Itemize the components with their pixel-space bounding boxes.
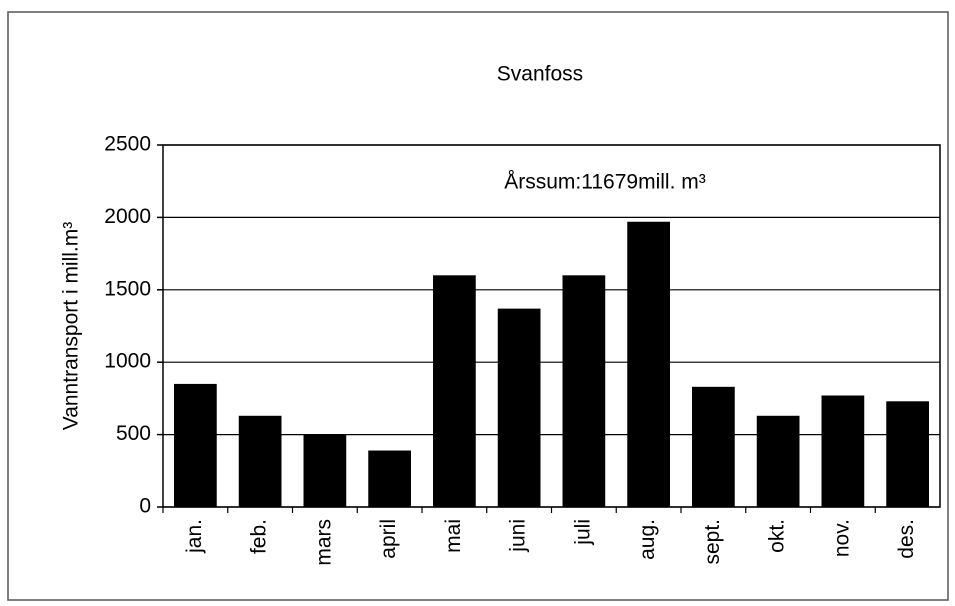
bar bbox=[303, 434, 347, 507]
x-tick-label: mars bbox=[312, 519, 335, 566]
bar bbox=[562, 275, 606, 507]
bar bbox=[821, 395, 865, 507]
y-tick-label: 2000 bbox=[104, 205, 151, 228]
bar bbox=[497, 308, 541, 507]
y-tick-label: 1000 bbox=[104, 350, 151, 373]
frame bbox=[7, 11, 949, 601]
bar bbox=[238, 415, 282, 507]
bar bbox=[692, 386, 735, 507]
y-tick-label: 0 bbox=[139, 495, 151, 518]
y-tick-label: 500 bbox=[116, 422, 151, 445]
bar bbox=[756, 415, 800, 507]
x-tick-label: des. bbox=[895, 519, 918, 559]
x-tick-label: okt. bbox=[766, 519, 789, 553]
bar bbox=[886, 401, 929, 507]
x-tick-label: juni bbox=[507, 519, 530, 553]
x-tick-label: mai bbox=[442, 519, 465, 553]
chart-title: Svanfoss bbox=[497, 63, 583, 86]
annotation: Årssum:11679mill. m³ bbox=[504, 171, 706, 194]
bar bbox=[368, 450, 411, 507]
bar bbox=[627, 221, 670, 507]
bar bbox=[433, 275, 476, 507]
y-axis-label: Vanntransport i mill.m³ bbox=[60, 222, 83, 431]
x-tick-label: nov. bbox=[830, 519, 853, 557]
bar bbox=[174, 383, 217, 507]
x-tick-label: april bbox=[377, 519, 400, 559]
x-tick-label: juli bbox=[571, 519, 594, 546]
x-tick-label: feb. bbox=[248, 519, 271, 554]
x-tick-label: aug. bbox=[636, 519, 659, 560]
x-tick-label: sept. bbox=[701, 519, 724, 565]
y-tick-label: 2500 bbox=[104, 133, 151, 156]
y-tick-label: 1500 bbox=[104, 277, 151, 300]
x-tick-label: jan. bbox=[183, 519, 206, 554]
